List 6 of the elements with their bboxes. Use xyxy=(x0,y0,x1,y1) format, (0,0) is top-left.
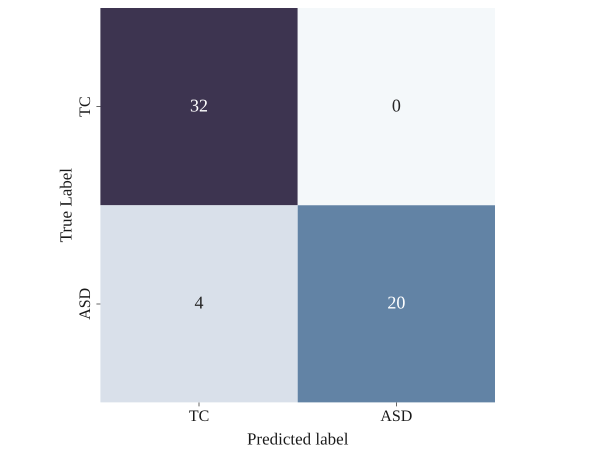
y-axis-title: True Label xyxy=(56,168,76,242)
x-axis-title: Predicted label xyxy=(246,429,349,448)
data-label: 0 xyxy=(392,95,401,116)
data-label: 4 xyxy=(194,292,204,313)
data-label: 20 xyxy=(387,292,406,313)
data-label: 32 xyxy=(190,95,208,116)
